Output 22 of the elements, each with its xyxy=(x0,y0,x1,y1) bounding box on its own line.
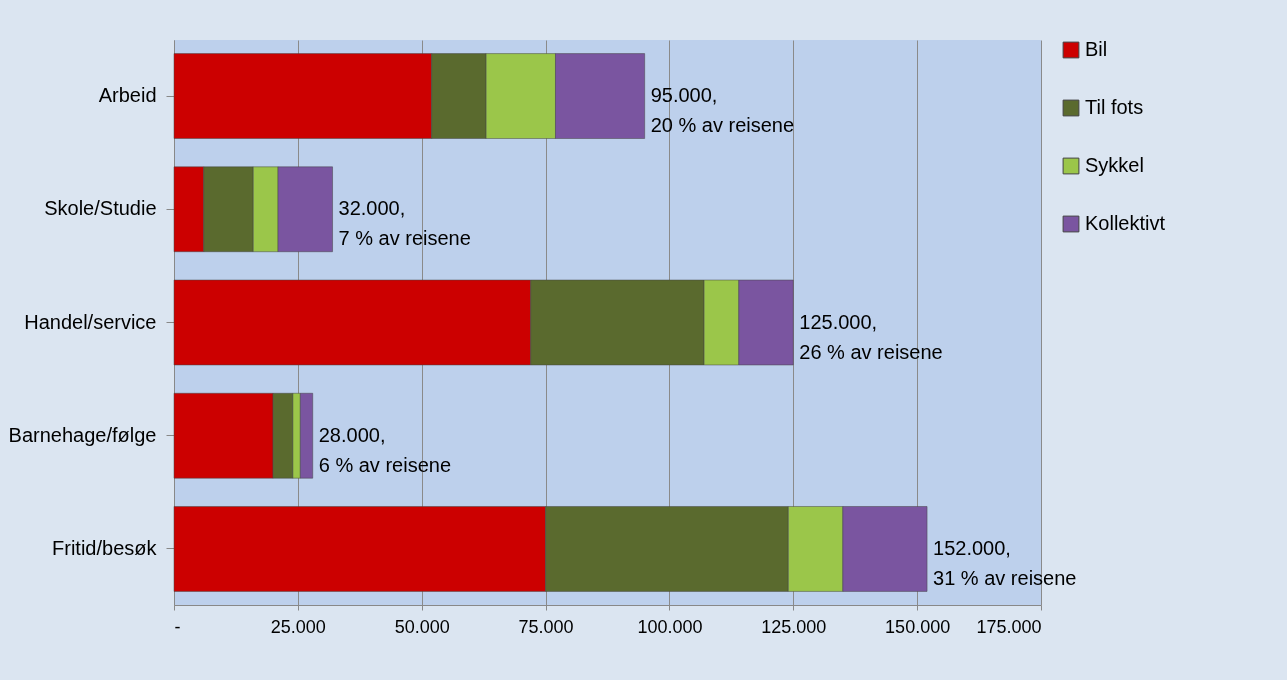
y-tick-label: Skole/Studie xyxy=(44,197,157,220)
x-tick-label: 150.000 xyxy=(885,616,951,637)
y-tick-label: Barnehage/følge xyxy=(8,423,157,446)
annotation: 125.000, 26 % av reisene xyxy=(799,310,943,363)
annotation: 95.000, 20 % av reisene xyxy=(650,84,795,137)
x-tick-label: 125.000 xyxy=(761,616,827,637)
y-tick-label: Fritid/besøk xyxy=(52,536,158,559)
legend-label: Sykkel xyxy=(1085,154,1144,176)
y-tick-label: Arbeid xyxy=(98,84,157,107)
x-tick-label: 175.000 xyxy=(976,616,1042,637)
x-tick-label: - xyxy=(174,616,181,637)
x-tick-label: 75.000 xyxy=(518,616,574,637)
x-tick-label: 50.000 xyxy=(394,616,450,637)
x-tick-label: 25.000 xyxy=(270,616,326,637)
annotation: 152.000, 31 % av reisene xyxy=(933,536,1077,589)
legend-label: Til fots xyxy=(1085,96,1144,118)
legend-label: Bil xyxy=(1085,38,1108,60)
annotation: 32.000, 7 % av reisene xyxy=(338,197,471,250)
legend-label: Kollektivt xyxy=(1085,212,1166,234)
x-tick-label: 100.000 xyxy=(637,616,703,637)
y-tick-label: Handel/service xyxy=(24,310,157,333)
annotation: 28.000, 6 % av reisene xyxy=(318,423,452,476)
